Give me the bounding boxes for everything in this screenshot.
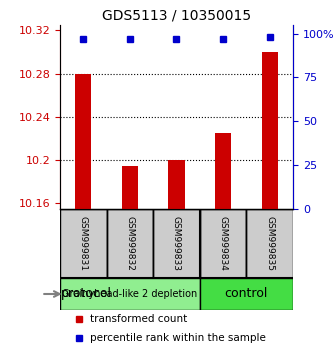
FancyBboxPatch shape	[60, 209, 107, 278]
Text: GSM999831: GSM999831	[79, 216, 88, 271]
Text: control: control	[225, 287, 268, 301]
Text: percentile rank within the sample: percentile rank within the sample	[90, 333, 266, 343]
Text: GSM999833: GSM999833	[172, 216, 181, 271]
Bar	[262, 52, 278, 209]
FancyBboxPatch shape	[60, 278, 200, 310]
Bar	[122, 166, 138, 209]
Title: GDS5113 / 10350015: GDS5113 / 10350015	[102, 8, 251, 22]
Text: transformed count: transformed count	[90, 314, 187, 324]
Bar	[215, 133, 231, 209]
Text: Grainyhead-like 2 depletion: Grainyhead-like 2 depletion	[62, 289, 197, 299]
Text: protocol: protocol	[61, 287, 112, 301]
FancyBboxPatch shape	[107, 209, 153, 278]
Bar	[75, 74, 91, 209]
FancyBboxPatch shape	[246, 209, 293, 278]
Text: GSM999832: GSM999832	[125, 216, 135, 271]
Text: GSM999835: GSM999835	[265, 216, 274, 271]
FancyBboxPatch shape	[200, 278, 293, 310]
FancyBboxPatch shape	[153, 209, 200, 278]
Text: GSM999834: GSM999834	[218, 216, 228, 271]
Bar	[168, 160, 184, 209]
FancyBboxPatch shape	[200, 209, 246, 278]
